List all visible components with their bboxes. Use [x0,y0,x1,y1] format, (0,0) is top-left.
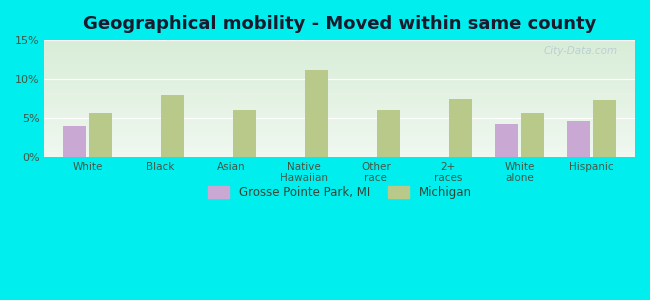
Bar [89,113,112,157]
Bar [233,110,256,157]
Bar [377,110,400,157]
Bar [521,113,544,157]
Bar [593,100,616,157]
Bar [449,98,473,157]
Bar [161,95,184,157]
Text: City-Data.com: City-Data.com [543,46,618,56]
Bar [306,70,328,157]
Legend: Grosse Pointe Park, MI, Michigan: Grosse Pointe Park, MI, Michigan [203,181,476,204]
Bar [567,121,590,157]
Title: Geographical mobility - Moved within same county: Geographical mobility - Moved within sam… [83,15,597,33]
Bar [495,124,518,157]
Bar [63,126,86,157]
